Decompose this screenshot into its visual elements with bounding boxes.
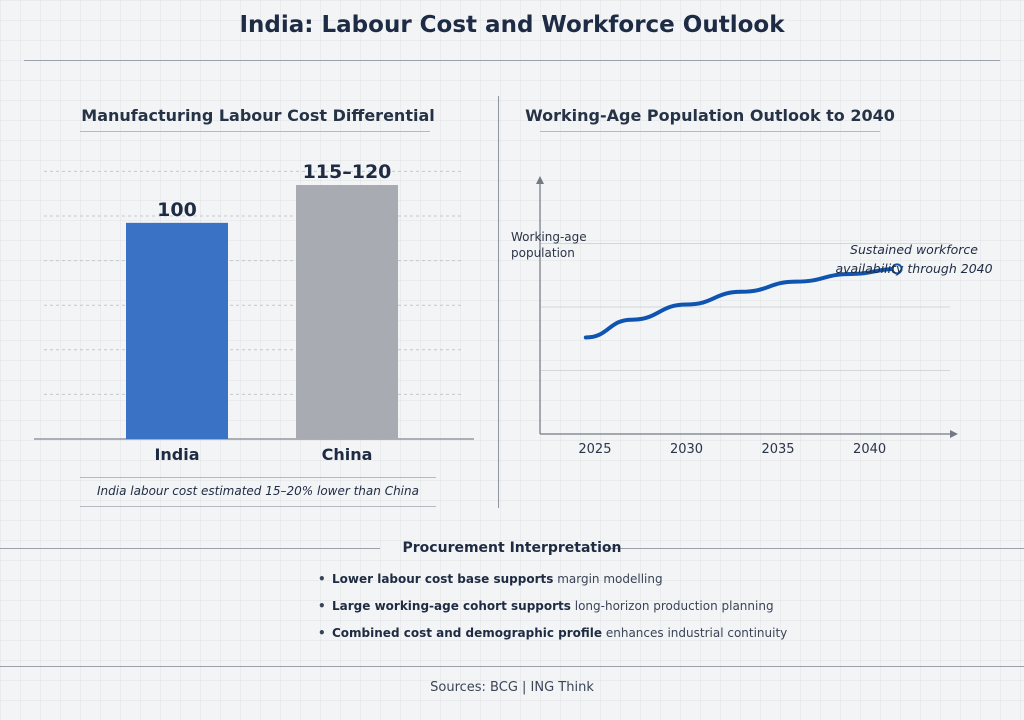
note-top-rule: [80, 477, 436, 478]
line-chart-title-rule: [540, 131, 880, 132]
bar-value-india: 100: [157, 199, 197, 221]
y-axis-arrow: [536, 176, 544, 184]
line-end-marker: [891, 263, 903, 275]
x-tick-label: 2040: [853, 442, 886, 457]
list-item-bold: Large working-age cohort supports: [332, 599, 571, 613]
panel-divider: [498, 96, 499, 508]
interpretation-rule-right: [604, 548, 1024, 549]
line-annotation-line-2: availability through 2040: [835, 261, 992, 276]
bar-india: [126, 222, 228, 439]
sources: Sources: BCG | ING Think: [430, 680, 594, 695]
x-axis-arrow: [950, 430, 958, 438]
list-item-text: enhances industrial continuity: [602, 626, 788, 640]
bar-chart-note: India labour cost estimated 15–20% lower…: [97, 484, 419, 498]
bullet-icon: •: [318, 572, 326, 586]
note-bottom-rule: [80, 506, 436, 507]
list-item-text: long-horizon production planning: [570, 599, 774, 613]
interpretation-title: Procurement Interpretation: [402, 540, 622, 556]
bar-category-india: India: [154, 445, 199, 464]
bar-chart-title: Manufacturing Labour Cost Differential: [81, 106, 435, 125]
page-title: India: Labour Cost and Workforce Outlook: [239, 12, 785, 38]
bar-category-china: China: [322, 445, 373, 464]
y-axis-label-line-1: Working-age: [511, 230, 587, 244]
title-divider: [24, 60, 1000, 61]
line-chart-title: Working-Age Population Outlook to 2040: [525, 106, 895, 125]
list-item-text: margin modelling: [553, 572, 663, 586]
x-tick-label: 2035: [761, 442, 794, 457]
x-tick-label: 2025: [578, 442, 611, 457]
y-axis-label-line-2: population: [511, 246, 575, 260]
list-item: • Lower labour cost base supports margin …: [318, 568, 878, 595]
bar-china: [296, 185, 398, 439]
footer-rule: [0, 666, 1024, 667]
list-item-bold: Lower labour cost base supports: [332, 572, 554, 586]
bar-value-china: 115–120: [303, 161, 392, 183]
bar-chart: 100 115–120 India China: [34, 161, 474, 464]
interpretation-list: • Lower labour cost base supports margin …: [318, 568, 878, 649]
list-item-bold: Combined cost and demographic profile: [332, 626, 603, 640]
line-chart: Working-age population 2025 2030 2035 2040 …: [511, 176, 993, 457]
list-item: • Combined cost and demographic profile e…: [318, 622, 878, 649]
bullet-icon: •: [318, 599, 326, 613]
interpretation-rule-left: [0, 548, 380, 549]
line-annotation-line-1: Sustained workforce: [850, 242, 978, 257]
bar-chart-title-rule: [80, 131, 430, 132]
working-age-population-line: [583, 266, 900, 340]
list-item: • Large working-age cohort supports long-…: [318, 595, 878, 622]
bullet-icon: •: [318, 626, 326, 640]
x-tick-label: 2030: [670, 442, 703, 457]
